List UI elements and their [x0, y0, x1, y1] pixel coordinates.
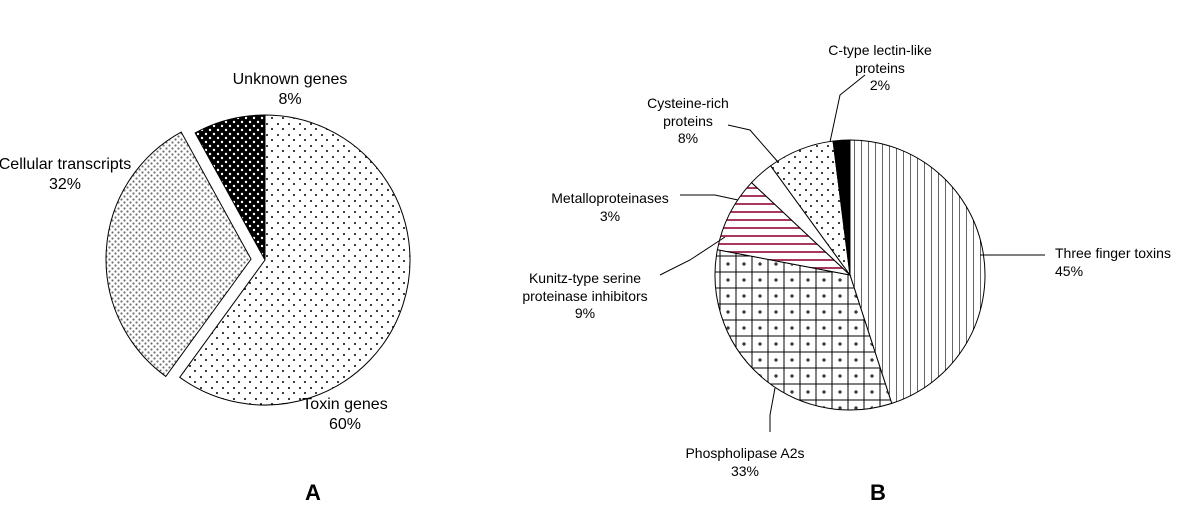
chartB-label-crisp: Cysteine-rich proteins 8% — [568, 95, 808, 148]
chartB-pie — [0, 0, 1200, 521]
chartB-label-kunitz: Kunitz-type serine proteinase inhibitors… — [465, 270, 705, 323]
chartB-panel-letter: B — [870, 480, 886, 506]
chartB-label-pla2: Phospholipase A2s 33% — [625, 445, 865, 480]
chartB-leader-pla2 — [770, 388, 775, 432]
chartB-label-metallo: Metalloproteinases 3% — [490, 190, 730, 225]
chartB-label-clect: C-type lectin-like proteins 2% — [760, 42, 1000, 95]
chartB-label-tft: Three finger toxins 45% — [1055, 245, 1171, 280]
